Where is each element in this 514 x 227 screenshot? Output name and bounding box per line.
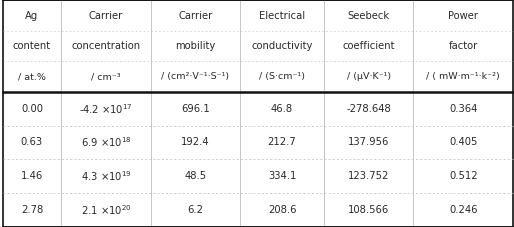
Text: Carrier: Carrier — [89, 11, 123, 21]
Text: 696.1: 696.1 — [181, 104, 210, 114]
Text: 0.405: 0.405 — [449, 138, 478, 148]
Text: 2.78: 2.78 — [21, 205, 43, 215]
Text: 1.46: 1.46 — [21, 171, 43, 181]
Text: 48.5: 48.5 — [184, 171, 206, 181]
Text: / (cm²·V⁻¹·S⁻¹): / (cm²·V⁻¹·S⁻¹) — [161, 72, 229, 81]
Text: concentration: concentration — [71, 41, 140, 51]
Text: 0.63: 0.63 — [21, 138, 43, 148]
Text: factor: factor — [449, 41, 478, 51]
Text: Ag: Ag — [25, 11, 39, 21]
Text: 0.00: 0.00 — [21, 104, 43, 114]
Text: content: content — [13, 41, 51, 51]
Text: 212.7: 212.7 — [268, 138, 297, 148]
Text: 123.752: 123.752 — [348, 171, 390, 181]
Text: Power: Power — [448, 11, 478, 21]
Text: 192.4: 192.4 — [181, 138, 210, 148]
Text: 334.1: 334.1 — [268, 171, 296, 181]
Text: -4.2 ×10$^{17}$: -4.2 ×10$^{17}$ — [79, 102, 133, 116]
Text: 0.364: 0.364 — [449, 104, 478, 114]
Text: / (μV·K⁻¹): / (μV·K⁻¹) — [347, 72, 391, 81]
Text: / cm⁻³: / cm⁻³ — [91, 72, 121, 81]
Text: 208.6: 208.6 — [268, 205, 296, 215]
Text: -278.648: -278.648 — [346, 104, 391, 114]
Text: 108.566: 108.566 — [348, 205, 390, 215]
Text: 46.8: 46.8 — [271, 104, 293, 114]
Text: coefficient: coefficient — [342, 41, 395, 51]
Text: 0.512: 0.512 — [449, 171, 478, 181]
Text: 6.9 ×10$^{18}$: 6.9 ×10$^{18}$ — [81, 136, 131, 149]
Text: Electrical: Electrical — [259, 11, 305, 21]
Text: / ( mW·m⁻¹·k⁻²): / ( mW·m⁻¹·k⁻²) — [426, 72, 500, 81]
Text: Seebeck: Seebeck — [347, 11, 390, 21]
Text: 4.3 ×10$^{19}$: 4.3 ×10$^{19}$ — [81, 169, 131, 183]
Text: 2.1 ×10$^{20}$: 2.1 ×10$^{20}$ — [81, 203, 131, 217]
Text: 6.2: 6.2 — [187, 205, 203, 215]
Text: mobility: mobility — [175, 41, 215, 51]
Text: / at.%: / at.% — [18, 72, 46, 81]
Text: 0.246: 0.246 — [449, 205, 478, 215]
Text: conductivity: conductivity — [251, 41, 313, 51]
Text: Carrier: Carrier — [178, 11, 212, 21]
Text: 137.956: 137.956 — [348, 138, 390, 148]
Text: / (S·cm⁻¹): / (S·cm⁻¹) — [259, 72, 305, 81]
